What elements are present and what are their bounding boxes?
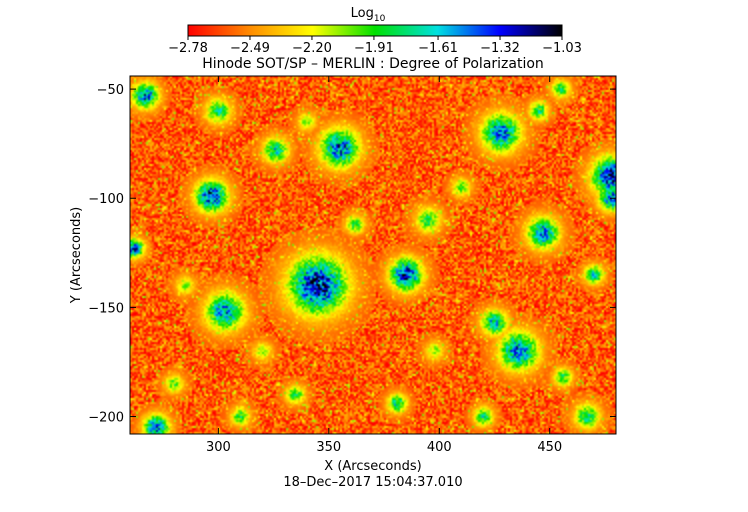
- x-tick-label: 450: [537, 440, 562, 455]
- colorbar-tick-label: −2.49: [230, 41, 270, 56]
- colorbar-label-subscript: 10: [374, 14, 386, 24]
- y-tick-label: −200: [88, 411, 124, 426]
- colorbar-tick-label: −1.32: [480, 41, 520, 56]
- y-axis-label: Y (Arcseconds): [69, 207, 84, 304]
- x-axis-label: X (Arcseconds): [324, 459, 421, 474]
- y-tick-label: −150: [88, 301, 124, 316]
- x-tick-label: 350: [316, 440, 341, 455]
- x-tick-label: 400: [427, 440, 452, 455]
- y-axis: −50 −100 −150 −200: [88, 83, 616, 426]
- colorbar-tick-label: −1.61: [418, 41, 458, 56]
- timestamp: 18–Dec–2017 15:04:37.010: [283, 475, 462, 490]
- colorbar-label-main: Log: [351, 6, 374, 21]
- colorbar: [187, 24, 563, 37]
- x-tick-label: 300: [206, 440, 231, 455]
- plot-frame: [129, 75, 617, 435]
- x-axis: 300 350 400 450: [206, 76, 562, 455]
- heatmap-image: [130, 76, 616, 434]
- y-tick-label: −100: [88, 192, 124, 207]
- colorbar-tick-label: −1.03: [542, 41, 582, 56]
- colorbar-label: Log10: [351, 6, 386, 24]
- colorbar-ticks: −2.78 −2.49 −2.20 −1.91 −1.61 −1.32 −1.03: [168, 36, 582, 56]
- colorbar-tick-label: −2.20: [292, 41, 332, 56]
- chart-title: Hinode SOT/SP – MERLIN : Degree of Polar…: [202, 56, 544, 72]
- colorbar-tick-label: −2.78: [168, 41, 208, 56]
- colorbar-tick-label: −1.91: [354, 41, 394, 56]
- y-tick-label: −50: [97, 83, 124, 98]
